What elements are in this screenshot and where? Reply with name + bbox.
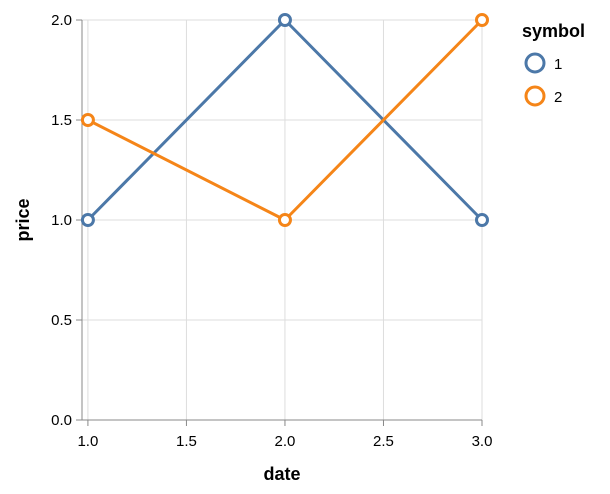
series-2-point (277, 213, 292, 227)
x-axis-title: date (263, 464, 300, 484)
series-1-point (80, 213, 95, 227)
axes: 1.0 1.5 2.0 2.5 3.0 0.0 0.5 1.0 1.5 2.0 (51, 12, 492, 450)
legend-title: symbol (522, 21, 585, 41)
legend-symbol-1-icon (524, 52, 546, 74)
legend-symbol-2-icon (524, 85, 546, 107)
x-tick-label: 2.5 (373, 433, 394, 450)
series-1-point (277, 13, 292, 27)
x-tick-label: 1.5 (176, 433, 197, 450)
series-2-point (475, 13, 489, 27)
y-tick-label: 0.5 (51, 312, 72, 329)
x-tick-label: 1.0 (77, 433, 98, 450)
series-1-point (475, 213, 489, 227)
y-tick-label: 2.0 (51, 12, 72, 29)
plot-area (80, 13, 489, 227)
legend-label-2: 2 (554, 89, 562, 106)
x-tick-label: 3.0 (472, 433, 493, 450)
y-tick-label: 1.0 (51, 212, 72, 229)
legend-label-1: 1 (554, 56, 562, 73)
x-tick-label: 2.0 (275, 433, 296, 450)
legend: symbol 1 2 (522, 21, 585, 107)
y-tick-label: 1.5 (51, 112, 72, 129)
y-tick-label: 0.0 (51, 412, 72, 429)
series-2-point (80, 113, 95, 127)
y-axis-title: price (13, 198, 33, 241)
